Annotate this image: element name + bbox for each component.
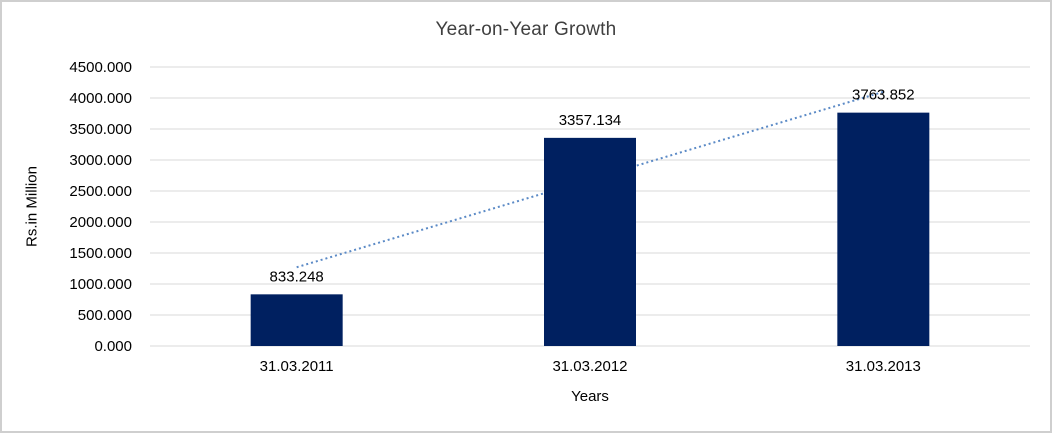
bar-31.03.2013 bbox=[837, 112, 930, 346]
x-tick-label: 31.03.2012 bbox=[552, 358, 627, 375]
data-label: 833.248 bbox=[270, 268, 324, 285]
bar-31.03.2012 bbox=[544, 137, 636, 346]
y-tick-label: 500.000 bbox=[78, 307, 132, 324]
x-tick-label: 31.03.2013 bbox=[846, 358, 921, 375]
chart-title: Year-on-Year Growth bbox=[435, 19, 617, 40]
y-tick-label: 3500.000 bbox=[69, 121, 132, 138]
bar-31.03.2011 bbox=[250, 294, 343, 346]
y-tick-label: 4500.000 bbox=[69, 59, 132, 76]
y-tick-label: 1000.000 bbox=[69, 276, 132, 293]
y-tick-label: 0.000 bbox=[94, 338, 132, 355]
y-tick-label: 2500.000 bbox=[69, 183, 132, 200]
data-label: 3357.134 bbox=[559, 112, 622, 129]
x-tick-label: 31.03.2011 bbox=[260, 358, 334, 375]
y-tick-label: 4000.000 bbox=[69, 90, 132, 107]
y-tick-label: 1500.000 bbox=[69, 245, 132, 262]
x-axis-title: Years bbox=[571, 388, 609, 405]
y-tick-label: 2000.000 bbox=[69, 214, 132, 231]
data-label: 3763.852 bbox=[852, 87, 915, 104]
y-tick-label: 3000.000 bbox=[69, 152, 132, 169]
